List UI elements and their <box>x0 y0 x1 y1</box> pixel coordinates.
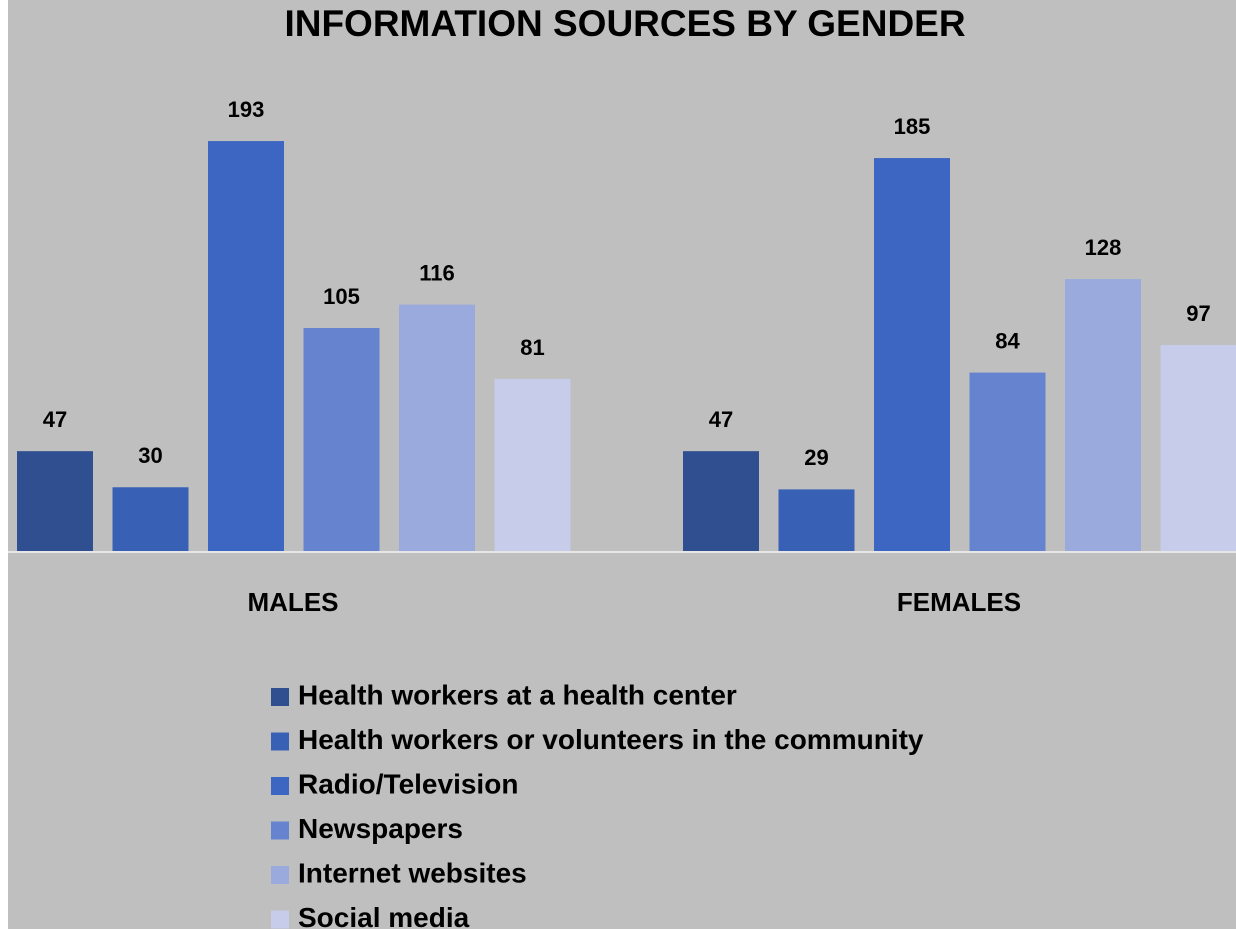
bar <box>494 378 571 551</box>
legend-label: Health workers at a health center <box>298 679 737 710</box>
data-label: 116 <box>419 260 455 285</box>
bar <box>1065 279 1141 551</box>
legend-swatch <box>271 910 289 929</box>
data-label: 84 <box>995 328 1020 353</box>
background <box>8 0 1236 929</box>
chart-title: INFORMATION SOURCES BY GENDER <box>284 3 965 44</box>
data-label: 105 <box>323 284 360 309</box>
data-label: 47 <box>43 407 67 432</box>
legend-label: Radio/Television <box>298 768 518 799</box>
bar <box>303 327 380 551</box>
legend-swatch <box>271 732 289 751</box>
legend-label: Health workers or volunteers in the comm… <box>298 724 924 755</box>
legend-swatch <box>271 821 289 840</box>
data-label: 47 <box>709 407 733 432</box>
data-label: 97 <box>1186 301 1210 326</box>
legend-swatch <box>271 866 289 884</box>
data-label: 81 <box>520 335 544 360</box>
bar <box>17 451 93 551</box>
data-label: 193 <box>228 97 265 122</box>
bar <box>683 451 759 551</box>
bar <box>208 141 284 551</box>
bar <box>112 487 189 551</box>
data-label: 185 <box>894 114 931 139</box>
legend-swatch <box>271 688 289 706</box>
bar <box>778 489 855 551</box>
bar <box>1160 344 1236 551</box>
legend-label: Newspapers <box>298 813 463 844</box>
x-tick-label: FEMALES <box>897 587 1021 617</box>
legend-label: Social media <box>298 902 470 929</box>
data-label: 30 <box>138 443 162 468</box>
data-label: 29 <box>804 445 828 470</box>
bar <box>969 372 1046 551</box>
bar <box>874 158 950 551</box>
x-tick-label: MALES <box>248 587 339 617</box>
data-label: 128 <box>1085 235 1122 260</box>
bar <box>399 304 475 551</box>
legend-label: Internet websites <box>298 857 527 888</box>
legend-swatch <box>271 777 289 795</box>
